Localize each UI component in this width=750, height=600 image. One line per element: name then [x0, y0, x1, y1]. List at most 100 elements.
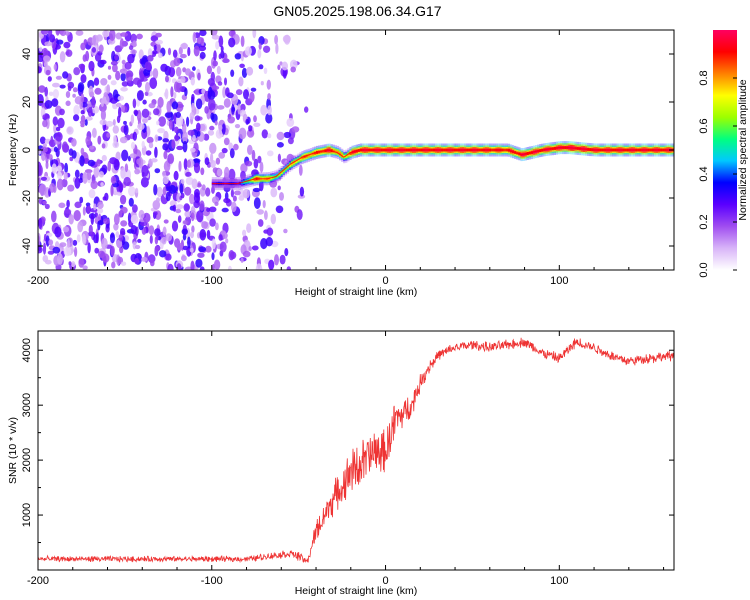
- noise-blob: [220, 230, 226, 235]
- noise-blob: [200, 167, 205, 176]
- noise-blob: [142, 212, 151, 223]
- noise-blob: [275, 205, 284, 214]
- noise-blob: [38, 66, 42, 74]
- noise-blob: [196, 210, 204, 223]
- noise-blob: [225, 238, 229, 244]
- noise-blob: [176, 263, 182, 270]
- noise-blob: [42, 200, 47, 205]
- noise-blob: [47, 76, 52, 82]
- noise-blob: [107, 74, 112, 80]
- noise-blob: [59, 51, 66, 63]
- noise-blob: [57, 117, 65, 129]
- y-axis-title: Frequency (Hz): [7, 114, 19, 186]
- noise-blob: [157, 128, 166, 134]
- noise-blob: [199, 30, 207, 37]
- y-tick-label: 3000: [21, 393, 33, 417]
- noise-blob: [82, 172, 88, 184]
- noise-blob: [85, 136, 91, 146]
- noise-blob: [216, 105, 225, 110]
- noise-blob: [239, 63, 245, 68]
- noise-blob: [154, 168, 161, 174]
- noise-blob: [127, 76, 133, 81]
- noise-blob: [95, 34, 103, 42]
- noise-blob: [283, 228, 288, 234]
- noise-blob: [199, 51, 206, 60]
- noise-blob: [180, 43, 188, 50]
- noise-blob: [110, 60, 118, 66]
- noise-blob: [228, 37, 236, 48]
- noise-blob: [253, 122, 261, 128]
- noise-blob: [211, 34, 220, 40]
- noise-blob: [173, 81, 180, 93]
- noise-blob: [207, 78, 215, 86]
- noise-blob: [171, 139, 176, 149]
- noise-blob: [260, 104, 268, 116]
- noise-blob: [212, 85, 220, 90]
- noise-blob: [270, 187, 278, 198]
- noise-blob: [192, 134, 196, 142]
- colorbar-tick-label: 0.0: [698, 262, 710, 277]
- noise-blob: [102, 30, 110, 38]
- noise-blob: [242, 250, 251, 258]
- noise-blob: [189, 247, 194, 253]
- noise-blob: [38, 94, 44, 106]
- noise-blob: [38, 246, 43, 254]
- noise-blob: [213, 259, 221, 270]
- noise-blob: [185, 171, 192, 177]
- noise-blob: [68, 214, 74, 225]
- noise-blob: [84, 119, 88, 126]
- noise-blob: [79, 155, 85, 167]
- noise-blob: [258, 36, 265, 45]
- noise-blob: [182, 220, 189, 225]
- noise-blob: [120, 87, 128, 92]
- noise-blob: [270, 213, 276, 225]
- noise-blob: [56, 39, 64, 45]
- noise-blob: [52, 246, 61, 254]
- noise-blob: [132, 131, 137, 141]
- noise-blob: [256, 209, 265, 215]
- noise-blob: [197, 72, 201, 81]
- noise-blob: [147, 55, 154, 62]
- noise-blob: [238, 127, 247, 140]
- chart-title: GN05.2025.198.06.34.G17: [273, 3, 442, 19]
- noise-blob: [206, 207, 211, 212]
- noise-blob: [106, 84, 111, 94]
- noise-blob: [168, 66, 176, 78]
- noise-blob: [237, 103, 241, 115]
- noise-blob: [242, 229, 247, 237]
- noise-blob: [86, 205, 91, 214]
- noise-blob: [93, 77, 100, 86]
- noise-blob: [154, 245, 161, 252]
- noise-blob: [65, 100, 71, 107]
- noise-blob: [196, 122, 201, 132]
- noise-blob: [77, 221, 84, 233]
- noise-blob: [53, 63, 57, 71]
- noise-blob: [97, 135, 102, 145]
- noise-blob: [252, 187, 261, 193]
- noise-blob: [113, 213, 120, 226]
- noise-blob: [267, 105, 272, 116]
- trace-segment: [347, 153, 350, 157]
- noise-blob: [158, 52, 163, 59]
- noise-blob: [221, 147, 228, 154]
- noise-blob: [176, 145, 184, 151]
- noise-blob: [234, 53, 242, 60]
- noise-blob: [182, 140, 188, 153]
- noise-blob: [67, 85, 72, 92]
- noise-blob: [267, 133, 272, 139]
- noise-blob: [119, 38, 124, 50]
- noise-blob: [42, 242, 47, 255]
- noise-blob: [186, 116, 190, 127]
- noise-blob: [92, 127, 97, 138]
- trace-segment: [288, 163, 292, 167]
- colorbar-tick-label: 0.8: [698, 70, 710, 85]
- noise-blob: [175, 204, 184, 210]
- noise-blob: [98, 171, 104, 178]
- noise-blob: [76, 234, 81, 243]
- noise-blob: [187, 129, 195, 136]
- noise-blob: [141, 256, 148, 262]
- noise-blob: [39, 183, 47, 196]
- noise-blob: [230, 189, 234, 198]
- noise-blob: [80, 42, 86, 51]
- noise-blob: [216, 65, 221, 75]
